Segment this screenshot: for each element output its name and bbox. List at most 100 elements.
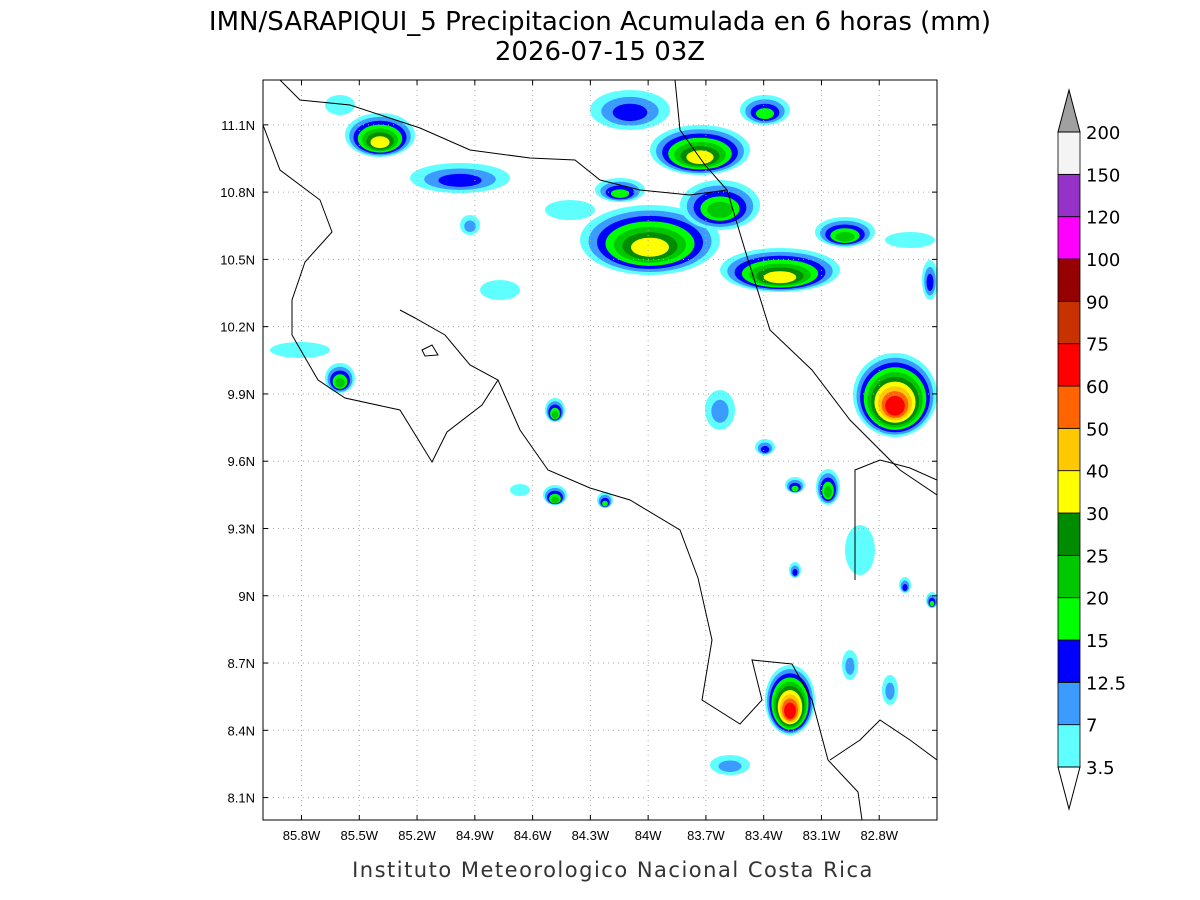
island [421, 344, 439, 357]
precip-contour [885, 395, 905, 416]
precip-contour [370, 136, 390, 149]
precip-contour [551, 410, 559, 419]
precip-contour [545, 200, 595, 220]
lat-tick-label: 10.2N [220, 320, 255, 335]
precip-contour [784, 702, 796, 720]
colorbar: 3.5 7 12.5 15 20 25 30 40 50 60 75 90 100 120 150 200 [1057, 88, 1126, 811]
colorbar-box [1057, 343, 1081, 387]
lon-tick-label: 84W [635, 828, 662, 843]
coastline [263, 80, 937, 820]
colorbar-box [1057, 512, 1081, 556]
grid: 11.1N 10.8N 10.5N 10.2N 9.9N 9.6N 9.3N 9N 8.7N 8.… [220, 80, 937, 843]
lon-tick-label: 84.9W [456, 828, 494, 843]
colorbar-label: 25 [1086, 546, 1109, 567]
plot-frame [262, 79, 938, 821]
lat-tick-label: 8.1N [228, 791, 255, 806]
precip-contour [718, 760, 742, 772]
subtitle: 2026-07-15 03Z [495, 37, 705, 67]
colorbar-label: 12.5 [1086, 673, 1126, 694]
colorbar-label: 100 [1086, 250, 1120, 271]
colorbar-label: 120 [1086, 208, 1120, 229]
precip-contour [510, 484, 530, 496]
colorbar-box [1057, 385, 1081, 429]
colorbar-below [1057, 766, 1081, 811]
precip-contour [480, 280, 520, 300]
precip-contour [760, 445, 770, 453]
colorbar-label: 150 [1086, 165, 1120, 186]
precip-contour [325, 95, 355, 115]
panama-border [829, 459, 937, 761]
colorbar-label: 200 [1086, 123, 1120, 144]
lon-tick-label: 82.8W [860, 828, 898, 843]
lon-tick-label: 84.6W [514, 828, 552, 843]
precip-contour [707, 201, 733, 218]
colorbar-box [1057, 681, 1081, 726]
precip-contour [464, 220, 476, 232]
colorbar-box [1057, 597, 1081, 641]
caribbean-coast [674, 80, 937, 496]
precip-contour [610, 189, 630, 198]
lon-tick-label: 84.3W [572, 828, 610, 843]
precip-contour [926, 273, 934, 292]
lat-tick-label: 10.8N [220, 185, 255, 200]
colorbar-label: 75 [1086, 335, 1109, 356]
colorbar-label: 30 [1086, 504, 1109, 525]
colorbar-label: 90 [1086, 292, 1109, 313]
colorbar-box [1057, 216, 1081, 260]
colorbar-box [1057, 173, 1081, 218]
lon-tick-label: 83.7W [687, 828, 725, 843]
lat-tick-label: 8.4N [228, 723, 255, 738]
precip-contour [631, 237, 669, 257]
precip-contour [845, 657, 855, 675]
precip-contour [845, 525, 875, 575]
pacific-coast [263, 124, 863, 820]
colorbar-label: 7 [1086, 716, 1097, 737]
colorbar-label: 40 [1086, 462, 1109, 483]
precip-contour [270, 342, 330, 358]
precip-contour [929, 600, 935, 607]
footer: Instituto Meteorologico Nacional Costa R… [352, 858, 874, 882]
lat-tick-label: 9N [238, 589, 255, 604]
lat-tick-label: 9.9N [228, 387, 255, 402]
lon-tick-label: 85.8W [283, 828, 321, 843]
precip-contour [902, 583, 908, 591]
precip-contour [791, 485, 799, 492]
colorbar-box [1057, 724, 1081, 768]
precip-contour [885, 232, 935, 248]
precip-contour [885, 682, 895, 700]
precip-contour [792, 568, 798, 576]
lat-tick-label: 11.1N [221, 118, 255, 133]
lat-tick-label: 8.7N [228, 656, 255, 671]
lat-tick-label: 9.3N [228, 521, 255, 536]
colorbar-box [1057, 427, 1081, 472]
precip-contour [438, 173, 482, 187]
precip-contour [551, 496, 559, 503]
precip-contour [763, 271, 797, 284]
precip-contour [602, 500, 608, 507]
colorbar-box [1057, 258, 1081, 302]
colorbar-label: 15 [1086, 631, 1109, 652]
colorbar-label: 60 [1086, 377, 1109, 398]
precip-contour [612, 103, 648, 122]
colorbar-box [1057, 300, 1081, 345]
lon-tick-label: 83.4W [745, 828, 783, 843]
precip-field [270, 90, 937, 775]
colorbar-label: 50 [1086, 419, 1109, 440]
precip-contour [835, 232, 855, 242]
precip-contour [824, 486, 832, 498]
title: IMN/SARAPIQUI_5 Precipitacion Acumulada … [209, 7, 991, 37]
precip-contour [711, 399, 729, 423]
lon-tick-label: 85.2W [398, 828, 436, 843]
colorbar-box [1057, 554, 1081, 599]
precip-contour [755, 108, 775, 120]
colorbar-box [1057, 470, 1081, 514]
lon-tick-label: 85.5W [340, 828, 378, 843]
nicaragua-border [279, 80, 728, 196]
precip-contour [335, 378, 345, 388]
lat-tick-label: 9.6N [228, 454, 255, 469]
colorbar-label: 3.5 [1086, 758, 1115, 779]
colorbar-above [1057, 88, 1081, 133]
lon-tick-label: 83.1W [803, 828, 841, 843]
lat-tick-label: 10.5N [220, 252, 255, 267]
colorbar-box [1057, 639, 1081, 683]
